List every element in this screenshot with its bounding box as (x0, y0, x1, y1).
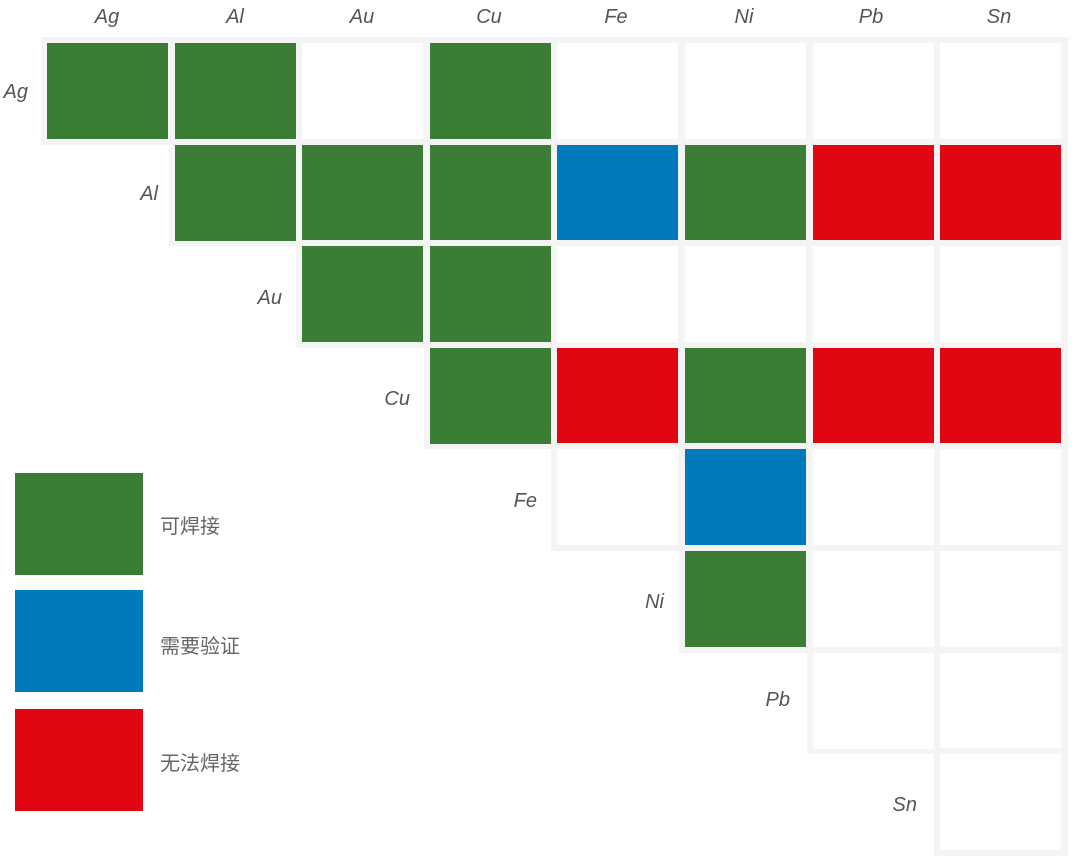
column-label-au: Au (349, 6, 375, 28)
matrix-cell-ni-pb (812, 551, 934, 647)
column-label-ag: Ag (94, 6, 120, 28)
matrix-cell-ag-pb (812, 43, 934, 139)
column-label-ni: Ni (734, 6, 754, 28)
column-label-al: Al (226, 6, 244, 28)
legend-label-not-weldable: 无法焊接 (160, 751, 240, 775)
matrix-cell-au-au (302, 246, 424, 343)
matrix-cell-au-cu (429, 246, 551, 343)
legend-label-verify: 需要验证 (160, 634, 240, 658)
legend-swatch-not-weldable (15, 709, 143, 811)
legend-swatch-weldable (15, 473, 143, 575)
matrix-cell-cu-cu (429, 347, 551, 444)
matrix-cell-al-fe (557, 144, 679, 241)
matrix-cell-fe-ni (685, 449, 806, 546)
matrix-cell-cu-fe (557, 347, 679, 444)
matrix-cell-al-sn (940, 144, 1062, 241)
matrix-cell-ni-ni (685, 551, 806, 647)
row-label-cu: Cu (384, 388, 410, 410)
matrix-cell-ag-cu (429, 43, 551, 139)
column-label-pb: Pb (858, 6, 884, 28)
matrix-cell-ag-al (174, 43, 296, 139)
matrix-cell-cu-pb (812, 347, 934, 444)
column-label-sn: Sn (986, 6, 1012, 28)
matrix-cell-au-fe (557, 246, 679, 343)
row-label-fe: Fe (513, 490, 537, 512)
legend-label-weldable: 可焊接 (160, 514, 220, 538)
matrix-cell-ag-fe (557, 43, 679, 139)
row-label-sn: Sn (892, 794, 917, 816)
row-label-au: Au (257, 287, 282, 309)
matrix-cell-au-ni (685, 246, 806, 343)
matrix-cell-cu-ni (685, 347, 806, 444)
row-label-pb: Pb (765, 689, 790, 711)
matrix-cell-pb-sn (940, 652, 1062, 749)
matrix-cell-ag-sn (940, 43, 1062, 139)
matrix-cell-au-pb (812, 246, 934, 343)
matrix-cell-au-sn (940, 246, 1062, 343)
matrix-cell-al-al (174, 144, 296, 241)
row-label-al: Al (140, 183, 158, 205)
row-label-ni: Ni (645, 591, 664, 613)
row-band (296, 240, 1068, 348)
matrix-cell-al-cu (429, 144, 551, 241)
matrix-cell-ni-sn (940, 551, 1062, 647)
column-label-fe: Fe (604, 6, 628, 28)
matrix-cell-al-ni (685, 144, 806, 241)
row-label-ag: Ag (3, 81, 28, 103)
matrix-cell-fe-pb (812, 449, 934, 546)
matrix-cell-ag-ni (685, 43, 806, 139)
matrix-cell-fe-sn (940, 449, 1062, 546)
matrix-cell-al-pb (812, 144, 934, 241)
matrix-cell-fe-fe (557, 449, 679, 546)
matrix-cell-pb-pb (812, 652, 934, 749)
matrix-cell-al-au (302, 144, 424, 241)
column-label-cu: Cu (476, 6, 502, 28)
legend-swatch-verify (15, 590, 143, 692)
matrix-cell-cu-sn (940, 347, 1062, 444)
matrix-cell-sn-sn (940, 754, 1062, 851)
matrix-cell-ag-ag (47, 43, 168, 139)
matrix-cell-ag-au (302, 43, 424, 139)
